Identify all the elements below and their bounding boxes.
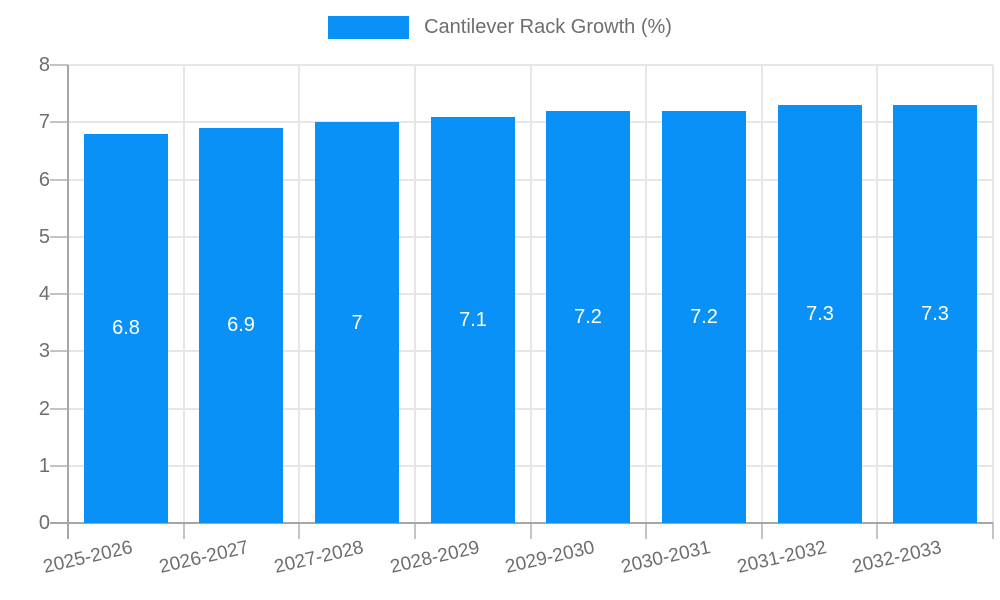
x-tick-mark [413, 523, 416, 539]
x-tick-mark [182, 523, 185, 539]
y-axis-line [67, 65, 69, 539]
x-gridline [760, 65, 763, 523]
x-gridline [182, 65, 185, 523]
bar-value-label: 7.1 [459, 309, 487, 331]
bar [199, 127, 283, 523]
y-tick-mark [50, 293, 68, 295]
bar-value-label: 7.2 [574, 306, 602, 328]
x-gridline [529, 65, 532, 523]
x-axis-tick-label: 2028-2029 [388, 537, 482, 578]
bar-value-label: 7 [351, 312, 363, 334]
legend-item[interactable]: Cantilever Rack Growth (%) [328, 16, 672, 39]
x-gridline [413, 65, 416, 523]
y-tick-mark [50, 121, 68, 124]
x-tick-mark [67, 523, 69, 539]
y-axis-tick-label: 4 [38, 283, 50, 305]
y-axis-tick-label: 2 [38, 397, 50, 420]
bar [546, 110, 630, 523]
bar [84, 133, 168, 523]
y-tick-mark [50, 350, 68, 353]
y-tick-mark [50, 178, 68, 181]
legend-swatch-icon [328, 16, 410, 39]
bar-value-label: 7.3 [806, 303, 834, 325]
x-axis-tick-label: 2027-2028 [272, 537, 366, 578]
bar-value-label: 6.9 [227, 314, 255, 336]
y-tick-mark [50, 407, 68, 410]
x-axis-tick-label: 2030-2031 [619, 537, 713, 578]
x-axis-tick-label: 2032-2033 [850, 537, 944, 578]
bar-value-label: 6.8 [112, 317, 140, 339]
bar [662, 110, 746, 523]
x-gridline [876, 65, 879, 523]
y-tick-mark [50, 464, 68, 467]
x-axis-tick-label: 2025-2026 [41, 537, 135, 578]
x-tick-mark [645, 523, 648, 539]
x-tick-mark [992, 523, 994, 539]
bar [431, 116, 515, 523]
x-tick-mark [760, 523, 763, 539]
legend: Cantilever Rack Growth (%) [0, 16, 1000, 39]
x-axis-tick-label: 2026-2027 [156, 537, 251, 578]
y-gridline [68, 64, 993, 66]
y-axis-tick-label: 5 [38, 225, 50, 248]
x-tick-mark [529, 523, 532, 539]
bar-value-label: 7.2 [690, 306, 718, 328]
x-gridline [298, 65, 301, 523]
y-axis-tick-label: 6 [38, 168, 50, 191]
bar [315, 122, 399, 523]
y-axis-tick-label: 1 [38, 454, 50, 477]
y-axis-tick-label: 8 [38, 54, 50, 76]
y-axis-tick-label: 0 [38, 512, 50, 534]
x-tick-mark [876, 523, 879, 539]
legend-label: Cantilever Rack Growth (%) [424, 16, 672, 38]
y-tick-mark [50, 235, 68, 238]
bar [893, 105, 977, 523]
x-axis-tick-label: 2031-2032 [735, 537, 829, 578]
x-axis-tick-label: 2029-2030 [503, 537, 598, 578]
y-axis-tick-label: 7 [38, 111, 50, 134]
y-axis-tick-label: 3 [38, 340, 50, 363]
x-gridline [645, 65, 648, 523]
y-tick-mark [50, 64, 68, 66]
x-gridline [992, 65, 994, 523]
bar-value-label: 7.3 [921, 303, 949, 325]
bar [778, 105, 862, 523]
x-tick-mark [298, 523, 301, 539]
